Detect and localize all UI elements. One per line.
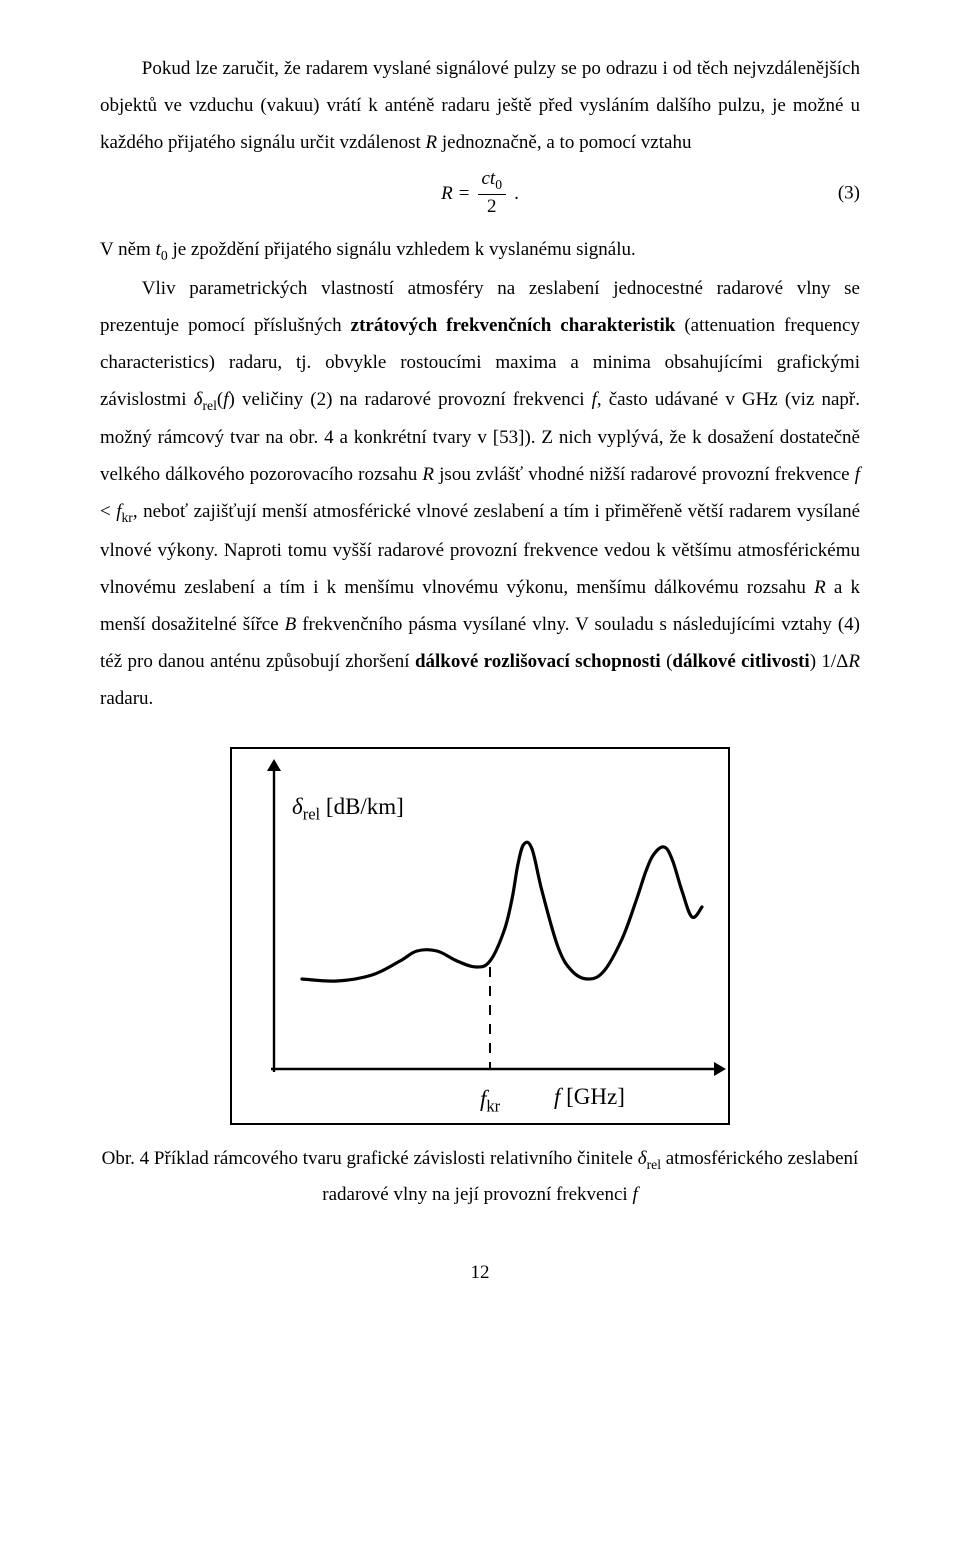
equation-3: R = ct0 2 . (3) xyxy=(100,161,860,225)
eq3-op: = xyxy=(459,175,470,212)
figure-4-ylabel: δrel [dB/km] xyxy=(292,785,404,831)
page-number: 12 xyxy=(100,1254,860,1291)
paragraph-1: Pokud lze zaručit, že radarem vyslané si… xyxy=(100,50,860,161)
paragraph-3: Vliv parametrických vlastností atmosféry… xyxy=(100,270,860,717)
eq3-numerator: ct0 xyxy=(478,169,507,192)
eq3-denominator: 2 xyxy=(483,197,501,217)
figure-4-xlabel: f [GHz] xyxy=(554,1075,625,1120)
eq3-number: (3) xyxy=(838,175,860,212)
figure-4-fkr-label: fkr xyxy=(480,1077,500,1123)
figure-4: δrel [dB/km] f [GHz] fkr xyxy=(230,747,730,1125)
eq3-trail: . xyxy=(514,175,519,212)
figure-4-caption: Obr. 4 Příklad rámcového tvaru grafické … xyxy=(100,1141,860,1212)
eq3-lhs: R xyxy=(441,175,453,212)
page: Pokud lze zaručit, že radarem vyslané si… xyxy=(0,0,960,1331)
eq3-fraction: ct0 2 xyxy=(478,169,507,217)
paragraph-2: V něm t0 je zpoždění přijatého signálu v… xyxy=(100,231,860,269)
